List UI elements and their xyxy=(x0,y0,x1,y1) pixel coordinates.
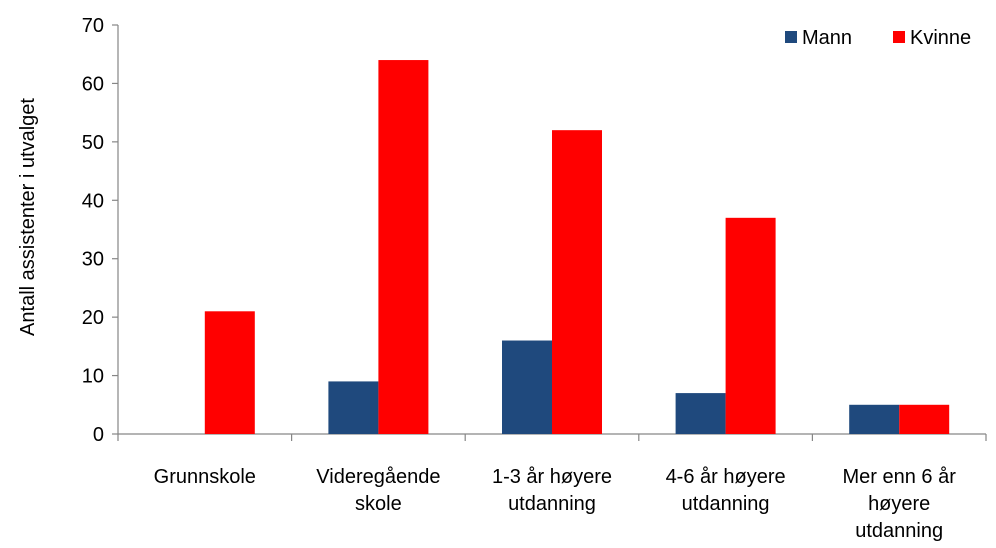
category-label: utdanning xyxy=(682,493,770,515)
bar-kvinne xyxy=(204,311,255,434)
bar-mann xyxy=(849,404,900,434)
legend-swatch-kvinne xyxy=(893,31,905,43)
legend: Mann Kvinne xyxy=(785,27,971,49)
bar-mann xyxy=(328,381,379,434)
legend-label-mann: Mann xyxy=(802,27,852,49)
bar-kvinne xyxy=(725,217,776,434)
legend-label-kvinne: Kvinne xyxy=(910,27,971,49)
bar-mann xyxy=(675,393,726,434)
y-tick-label: 30 xyxy=(82,249,104,271)
category-label: utdanning xyxy=(855,520,943,542)
category-labels: Grunnskole Videregående skole 1-3 år høyere… xyxy=(154,466,957,542)
y-tick-labels: 0 10 20 30 40 50 60 70 xyxy=(82,15,104,446)
category-label: Grunnskole xyxy=(154,466,256,488)
bar-kvinne xyxy=(378,60,429,435)
category-label: skole xyxy=(355,493,402,515)
category-label: utdanning xyxy=(508,493,596,515)
category-label: 4-6 år høyere xyxy=(666,466,786,488)
y-tick-label: 60 xyxy=(82,73,104,95)
y-tick-label: 50 xyxy=(82,132,104,154)
bar-mann xyxy=(502,340,552,434)
category-label: Mer enn 6 år xyxy=(843,466,957,488)
y-tick-label: 40 xyxy=(82,190,104,212)
category-label: 1-3 år høyere xyxy=(492,466,612,488)
category-label: Videregående xyxy=(316,466,440,488)
y-tick-label: 10 xyxy=(82,366,104,388)
y-axis-title: Antall assistenter i utvalget xyxy=(17,98,39,336)
bar-kvinne xyxy=(552,130,602,434)
bars xyxy=(204,60,950,435)
bar-kvinne xyxy=(899,404,950,434)
y-tick-label: 0 xyxy=(93,424,104,446)
y-tick-label: 70 xyxy=(82,15,104,37)
category-label: høyere xyxy=(868,493,930,515)
y-tick-label: 20 xyxy=(82,307,104,329)
legend-swatch-mann xyxy=(785,31,797,43)
